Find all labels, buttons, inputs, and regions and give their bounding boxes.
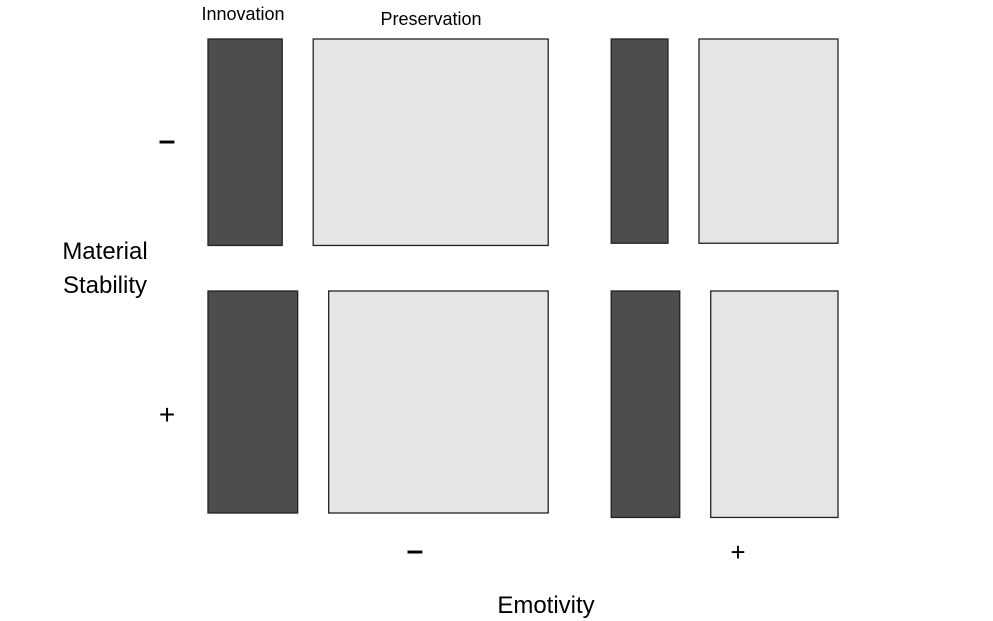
mosaic-cells: [207, 38, 839, 519]
y-axis-title-line2: Stability: [63, 272, 147, 299]
x-tick-plus: +: [730, 537, 745, 567]
tile-innovation-emo-minus-stab-minus: [207, 38, 283, 247]
tile-innovation-emo-plus-stab-plus: [610, 290, 681, 519]
tile-preservation-emo-minus-stab-plus: [328, 290, 549, 514]
x-tick-minus: –: [407, 534, 424, 567]
y-axis-title-line1: Material: [62, 238, 147, 265]
tile-innovation-emo-plus-stab-minus: [610, 38, 669, 244]
tile-preservation-emo-plus-stab-plus: [710, 290, 839, 519]
legend-label-preservation: Preservation: [380, 9, 481, 29]
y-tick-plus: +: [159, 399, 175, 430]
tile-preservation-emo-minus-stab-minus: [312, 38, 549, 247]
y-tick-minus: –: [159, 124, 176, 157]
tile-preservation-emo-plus-stab-minus: [698, 38, 839, 244]
x-axis-title: Emotivity: [497, 592, 594, 619]
tile-innovation-emo-minus-stab-plus: [207, 290, 299, 514]
legend-label-innovation: Innovation: [201, 4, 284, 24]
